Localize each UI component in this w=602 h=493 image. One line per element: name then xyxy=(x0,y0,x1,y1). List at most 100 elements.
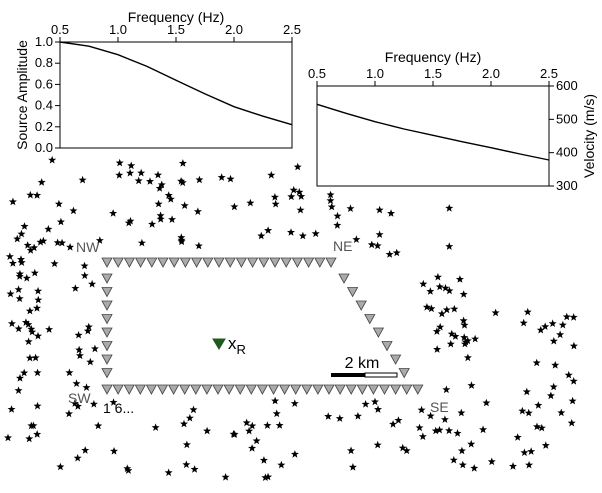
source-star xyxy=(56,217,65,226)
source-star xyxy=(387,209,395,217)
source-star xyxy=(426,287,435,295)
source-star xyxy=(110,447,118,455)
source-star xyxy=(182,460,191,469)
station-triangle xyxy=(278,384,291,395)
source-star xyxy=(455,275,464,283)
station-triangle xyxy=(224,257,236,268)
source-star xyxy=(461,337,470,346)
source-star xyxy=(34,295,43,304)
source-star xyxy=(445,242,454,250)
station-triangle xyxy=(101,273,113,284)
source-star xyxy=(178,178,187,187)
source-star xyxy=(333,211,342,220)
source-star xyxy=(445,204,454,212)
y-tick-label: 0.0 xyxy=(35,140,53,155)
source-star xyxy=(389,420,398,428)
source-star xyxy=(463,336,472,345)
source-star xyxy=(348,463,357,471)
y-axis-label: Velocity (m/s) xyxy=(581,94,597,178)
source-star xyxy=(95,236,104,244)
velocity-curve xyxy=(316,103,550,161)
x-axis-label: Frequency (Hz) xyxy=(128,9,224,25)
source-star xyxy=(546,391,555,400)
source-star xyxy=(22,274,31,282)
source-star xyxy=(270,193,279,201)
source-star xyxy=(146,177,154,185)
source-star xyxy=(31,353,40,362)
source-star xyxy=(445,286,454,295)
station-triangle xyxy=(235,257,248,268)
y-tick-label: 0.2 xyxy=(35,119,53,134)
source-star xyxy=(78,175,87,184)
source-star xyxy=(431,426,440,435)
source-star xyxy=(519,318,528,327)
source-star xyxy=(154,170,162,179)
source-star xyxy=(252,436,261,445)
source-star xyxy=(53,238,62,247)
source-star xyxy=(491,308,500,317)
source-star xyxy=(457,408,466,417)
source-star xyxy=(82,383,91,391)
source-star xyxy=(73,402,82,410)
station-triangle xyxy=(101,300,113,311)
x-ticks: 0.5 1.0 1.5 2.0 2.5 xyxy=(308,66,558,86)
source-star xyxy=(81,446,90,454)
source-star xyxy=(290,450,299,458)
source-star xyxy=(457,446,466,455)
source-star xyxy=(126,168,135,177)
source-star xyxy=(109,398,118,406)
source-star xyxy=(20,222,29,230)
y-tick-label: 0.4 xyxy=(35,98,53,113)
source-star xyxy=(271,396,280,405)
source-star xyxy=(13,234,22,243)
station-triangle xyxy=(101,341,113,352)
source-star xyxy=(229,430,238,438)
source-star xyxy=(180,201,189,209)
source-star xyxy=(178,159,187,167)
source-star xyxy=(536,325,545,334)
source-star xyxy=(5,252,14,260)
source-star xyxy=(156,215,165,223)
source-star xyxy=(30,243,39,252)
scale-bar-white xyxy=(364,372,398,378)
station-triangle xyxy=(372,327,385,338)
source-star xyxy=(459,290,468,298)
station-triangle xyxy=(101,354,113,365)
source-star xyxy=(26,190,35,199)
corner-nw: NW xyxy=(76,239,100,255)
station-triangle xyxy=(345,384,357,395)
x-axis-label: Frequency (Hz) xyxy=(385,49,481,65)
source-star xyxy=(195,175,204,184)
source-star xyxy=(33,191,42,199)
source-star xyxy=(264,226,273,234)
station-triangle xyxy=(123,384,135,395)
x-tick-label: 1.0 xyxy=(109,22,127,37)
source-star xyxy=(24,337,33,346)
source-star xyxy=(417,405,426,414)
source-star xyxy=(513,433,522,441)
station-triangle xyxy=(112,257,124,268)
source-star xyxy=(54,199,63,208)
source-star xyxy=(522,387,531,396)
station-triangle xyxy=(267,384,280,395)
station-triangle xyxy=(101,384,113,395)
source-star xyxy=(27,325,36,333)
source-star xyxy=(180,419,188,428)
source-star xyxy=(7,405,16,413)
source-star xyxy=(123,464,132,472)
source-star xyxy=(14,324,23,333)
station-triangle xyxy=(212,384,224,395)
station-triangle xyxy=(314,257,326,268)
source-star xyxy=(83,326,92,335)
source-star xyxy=(155,184,164,192)
source-star xyxy=(435,282,444,291)
station-triangle xyxy=(378,384,391,395)
source-star xyxy=(14,386,23,394)
source-star xyxy=(567,418,576,427)
corner-se: SE xyxy=(430,399,449,415)
source-star xyxy=(245,426,254,435)
y-tick-label: 400 xyxy=(556,145,578,160)
source-star xyxy=(15,272,24,280)
x-ticks: 0.5 1.0 1.5 2.0 2.5 xyxy=(51,22,301,42)
